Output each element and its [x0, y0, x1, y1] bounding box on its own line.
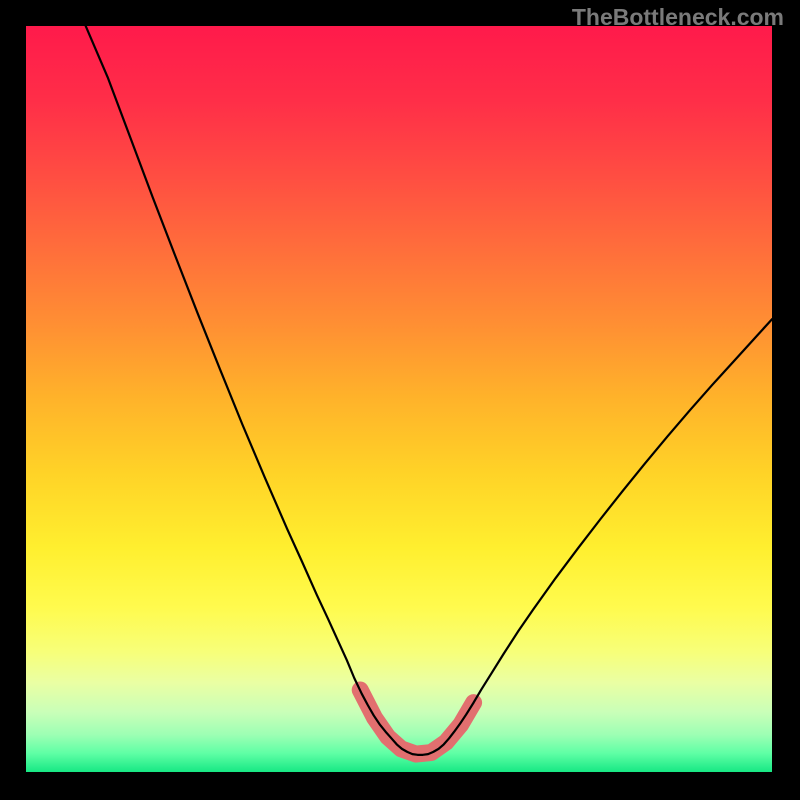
- bottleneck-chart: [26, 26, 772, 772]
- chart-container: TheBottleneck.com: [0, 0, 800, 800]
- plot-background: [26, 26, 772, 772]
